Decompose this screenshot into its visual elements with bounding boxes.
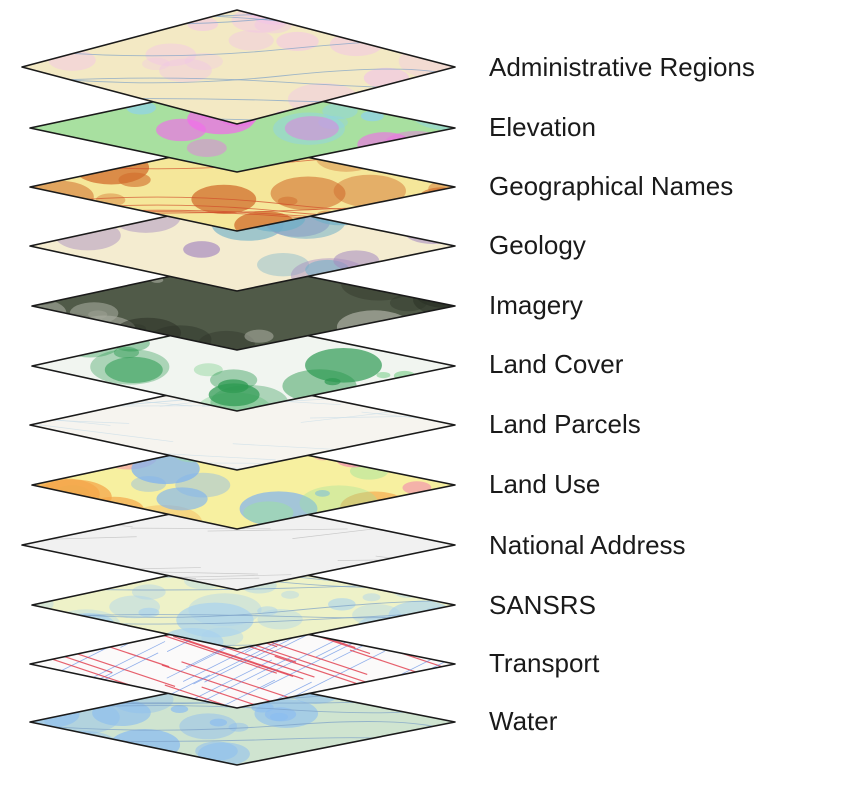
layer-label-land-use: Land Use <box>489 469 601 499</box>
layer-label-land-parcels: Land Parcels <box>489 409 641 439</box>
layer-label-land-cover: Land Cover <box>489 349 624 379</box>
layer-label-national-address: National Address <box>489 530 686 560</box>
map-layer-admin <box>21 9 456 125</box>
layer-label-geographical-names: Geographical Names <box>489 171 734 201</box>
layer-label-administrative-regions: Administrative Regions <box>489 52 755 82</box>
layer-label-water: Water <box>489 706 558 736</box>
layer-label-imagery: Imagery <box>489 290 583 320</box>
layer-label-sansrs: SANSRS <box>489 590 596 620</box>
layer-label-geology: Geology <box>489 230 586 260</box>
layer-label-transport: Transport <box>489 648 600 678</box>
map-layer-landuse <box>31 440 456 530</box>
layer-label-elevation: Elevation <box>489 112 596 142</box>
